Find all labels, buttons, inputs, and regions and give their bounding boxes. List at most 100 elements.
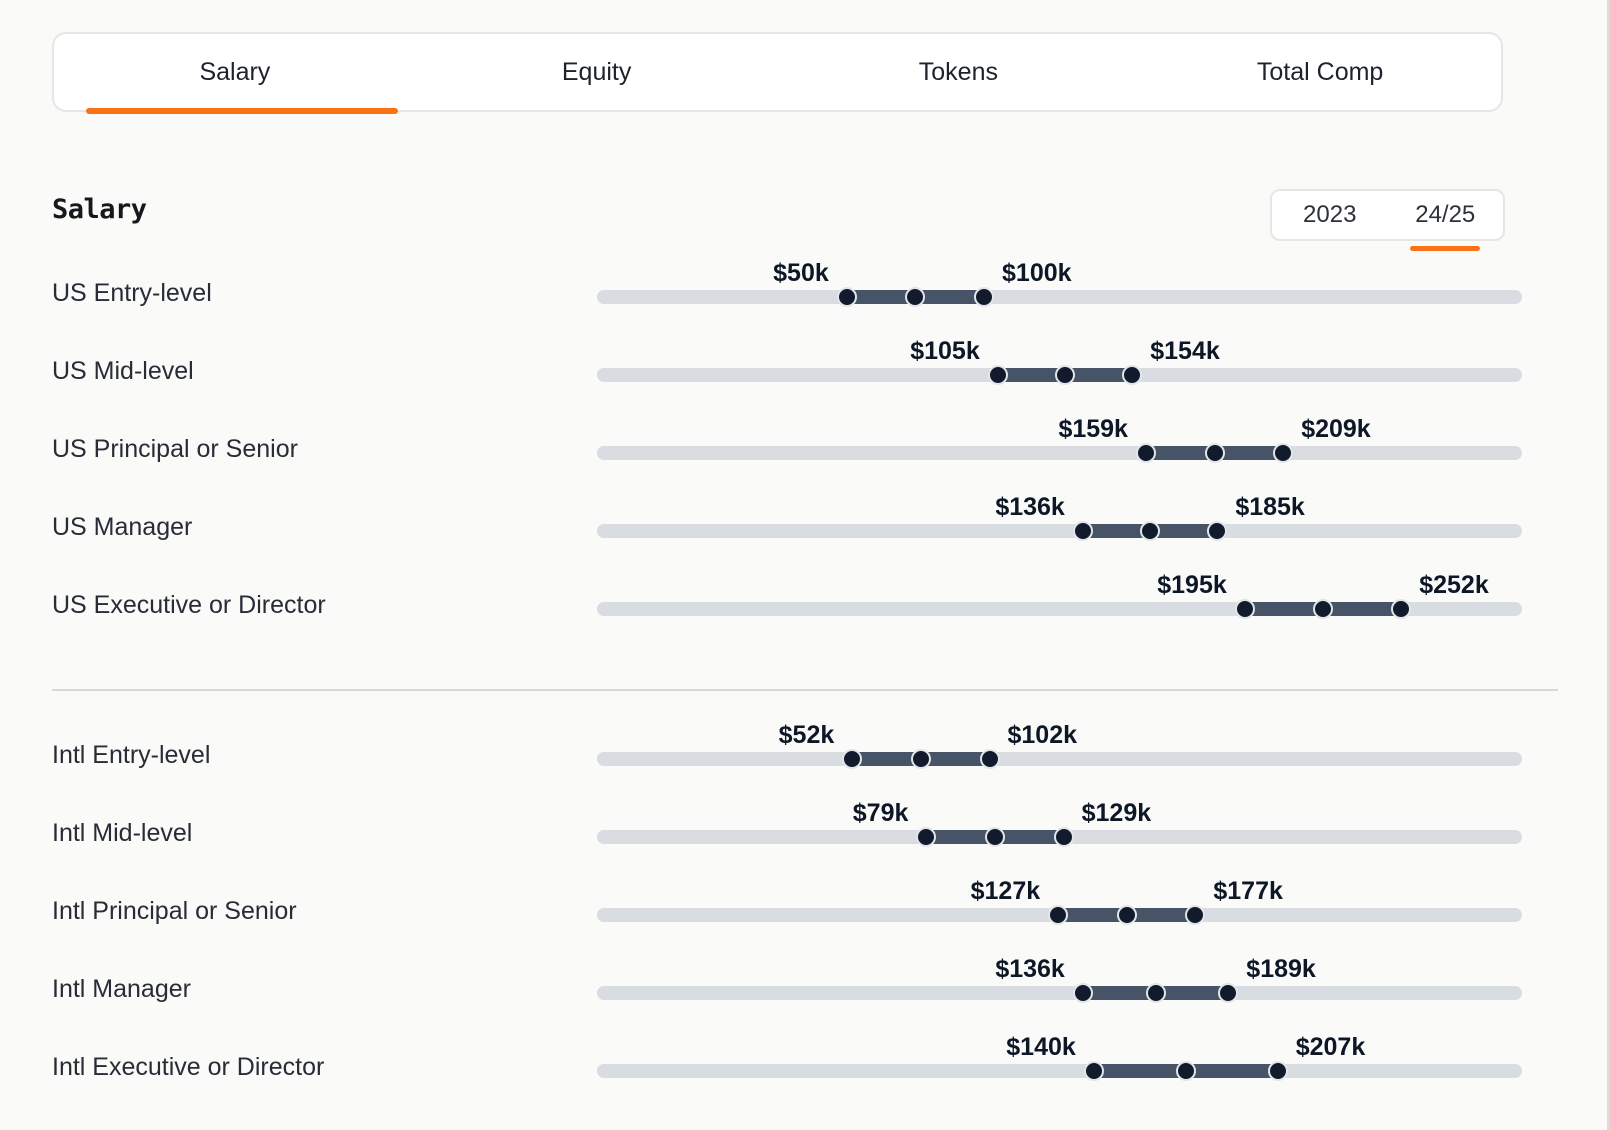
slider-handle-max[interactable] — [1185, 905, 1206, 925]
right-edge-border — [1607, 0, 1610, 1130]
salary-range-slider[interactable]: $140k $207k — [597, 1032, 1522, 1110]
slider-track — [597, 1064, 1522, 1078]
section-divider — [52, 689, 1558, 691]
slider-handle-min[interactable] — [1072, 983, 1093, 1003]
tab-total-comp-label: Total Comp — [1256, 57, 1384, 86]
slider-handle-mid[interactable] — [1140, 521, 1161, 541]
slider-handle-max[interactable] — [1053, 827, 1074, 847]
comp-type-tabbar: Salary Equity Tokens Total Comp — [52, 32, 1503, 114]
tab-tokens[interactable]: Tokens — [778, 34, 1140, 110]
min-value-label: $136k — [995, 955, 1065, 983]
salary-range-slider[interactable]: $159k $209k — [597, 414, 1522, 492]
max-value-label: $100k — [1002, 259, 1072, 287]
salary-range-slider[interactable]: $127k $177k — [597, 876, 1522, 954]
slider-handle-mid[interactable] — [1204, 443, 1225, 463]
min-value-label: $195k — [1157, 571, 1227, 599]
slider-handle-mid[interactable] — [1116, 905, 1137, 925]
intl-salary-rows: Intl Entry-level $52k $102k Intl Mid-lev… — [0, 720, 1610, 1110]
slider-handle-max[interactable] — [979, 749, 1000, 769]
slider-track — [597, 446, 1522, 460]
row-label: US Entry-level — [52, 279, 212, 308]
slider-handle-max[interactable] — [1267, 1061, 1288, 1081]
year-24-25-label: 24/25 — [1415, 201, 1476, 228]
min-value-label: $159k — [1058, 415, 1128, 443]
slider-handle-mid[interactable] — [1145, 983, 1166, 1003]
slider-handle-min[interactable] — [1135, 443, 1156, 463]
row-label: US Principal or Senior — [52, 435, 298, 464]
row-label: Intl Manager — [52, 975, 191, 1004]
slider-handle-min[interactable] — [1234, 599, 1255, 619]
tab-salary[interactable]: Salary — [54, 34, 416, 114]
salary-range-slider[interactable]: $195k $252k — [597, 570, 1522, 648]
slider-track — [597, 290, 1522, 304]
min-value-label: $50k — [773, 259, 829, 287]
slider-handle-mid[interactable] — [1175, 1061, 1196, 1081]
slider-handle-min[interactable] — [836, 287, 857, 307]
slider-handle-mid[interactable] — [905, 287, 926, 307]
max-value-label: $207k — [1295, 1033, 1366, 1061]
slider-handle-mid[interactable] — [1313, 599, 1333, 619]
slider-handle-max[interactable] — [1273, 443, 1294, 463]
salary-row: US Mid-level $105k $154k — [0, 336, 1610, 414]
tab-tokens-label: Tokens — [918, 57, 998, 86]
slider-handle-mid[interactable] — [984, 827, 1005, 847]
max-value-label: $252k — [1419, 571, 1489, 599]
tab-total-comp[interactable]: Total Comp — [1139, 34, 1501, 110]
max-value-label: $177k — [1213, 877, 1283, 905]
row-label: Intl Executive or Director — [52, 1053, 325, 1082]
slider-handle-max[interactable] — [1122, 365, 1143, 385]
year-option-2023[interactable]: 2023 — [1272, 191, 1388, 239]
slider-track — [597, 986, 1522, 1000]
salary-row: Intl Mid-level $79k $129k — [0, 798, 1610, 876]
salary-row: Intl Executive or Director $140k $207k — [0, 1032, 1610, 1110]
year-option-24-25[interactable]: 24/25 — [1388, 191, 1504, 251]
max-value-label: $102k — [1007, 721, 1078, 749]
salary-range-slider[interactable]: $105k $154k — [597, 336, 1522, 414]
tab-equity-label: Equity — [561, 57, 632, 86]
salary-row: US Entry-level $50k $100k — [0, 258, 1610, 336]
max-value-label: $189k — [1246, 955, 1316, 983]
slider-handle-min[interactable] — [1048, 905, 1069, 925]
salary-row: US Executive or Director $195k $252k — [0, 570, 1610, 648]
salary-row: Intl Manager $136k $189k — [0, 954, 1610, 1032]
max-value-label: $209k — [1301, 415, 1371, 443]
active-year-indicator — [1410, 246, 1481, 251]
slider-track — [597, 524, 1522, 538]
slider-handle-min[interactable] — [1083, 1061, 1104, 1081]
slider-handle-mid[interactable] — [1054, 365, 1075, 385]
slider-handle-max[interactable] — [1218, 983, 1239, 1003]
salary-range-slider[interactable]: $136k $185k — [597, 492, 1522, 570]
slider-track — [597, 752, 1522, 766]
slider-handle-max[interactable] — [974, 287, 995, 307]
max-value-label: $129k — [1081, 799, 1152, 827]
slider-handle-min[interactable] — [987, 365, 1008, 385]
slider-handle-mid[interactable] — [910, 749, 931, 769]
min-value-label: $140k — [1006, 1033, 1076, 1061]
row-label: US Mid-level — [52, 357, 194, 386]
min-value-label: $127k — [970, 877, 1041, 905]
tab-equity[interactable]: Equity — [416, 34, 778, 110]
active-tab-indicator — [86, 108, 398, 114]
section-heading: Salary — [52, 194, 147, 225]
salary-range-slider[interactable]: $52k $102k — [597, 720, 1522, 798]
slider-handle-max[interactable] — [1391, 599, 1412, 619]
slider-handle-max[interactable] — [1207, 521, 1228, 541]
us-salary-rows: US Entry-level $50k $100k US Mid-level $… — [0, 258, 1610, 648]
min-value-label: $52k — [778, 721, 835, 749]
min-value-label: $136k — [995, 493, 1065, 521]
salary-row: US Manager $136k $185k — [0, 492, 1610, 570]
salary-range-slider[interactable]: $136k $189k — [597, 954, 1522, 1032]
min-value-label: $79k — [852, 799, 909, 827]
slider-handle-min[interactable] — [1072, 521, 1093, 541]
max-value-label: $185k — [1235, 493, 1305, 521]
salary-range-slider[interactable]: $79k $129k — [597, 798, 1522, 876]
slider-handle-min[interactable] — [842, 749, 863, 769]
year-2023-label: 2023 — [1303, 201, 1357, 228]
row-label: Intl Entry-level — [52, 741, 211, 770]
slider-handle-min[interactable] — [916, 827, 937, 847]
tab-salary-label: Salary — [199, 57, 271, 86]
year-toggle: 2023 24/25 — [1270, 189, 1505, 251]
max-value-label: $154k — [1150, 337, 1220, 365]
salary-range-slider[interactable]: $50k $100k — [597, 258, 1522, 336]
salary-row: Intl Principal or Senior $127k $177k — [0, 876, 1610, 954]
